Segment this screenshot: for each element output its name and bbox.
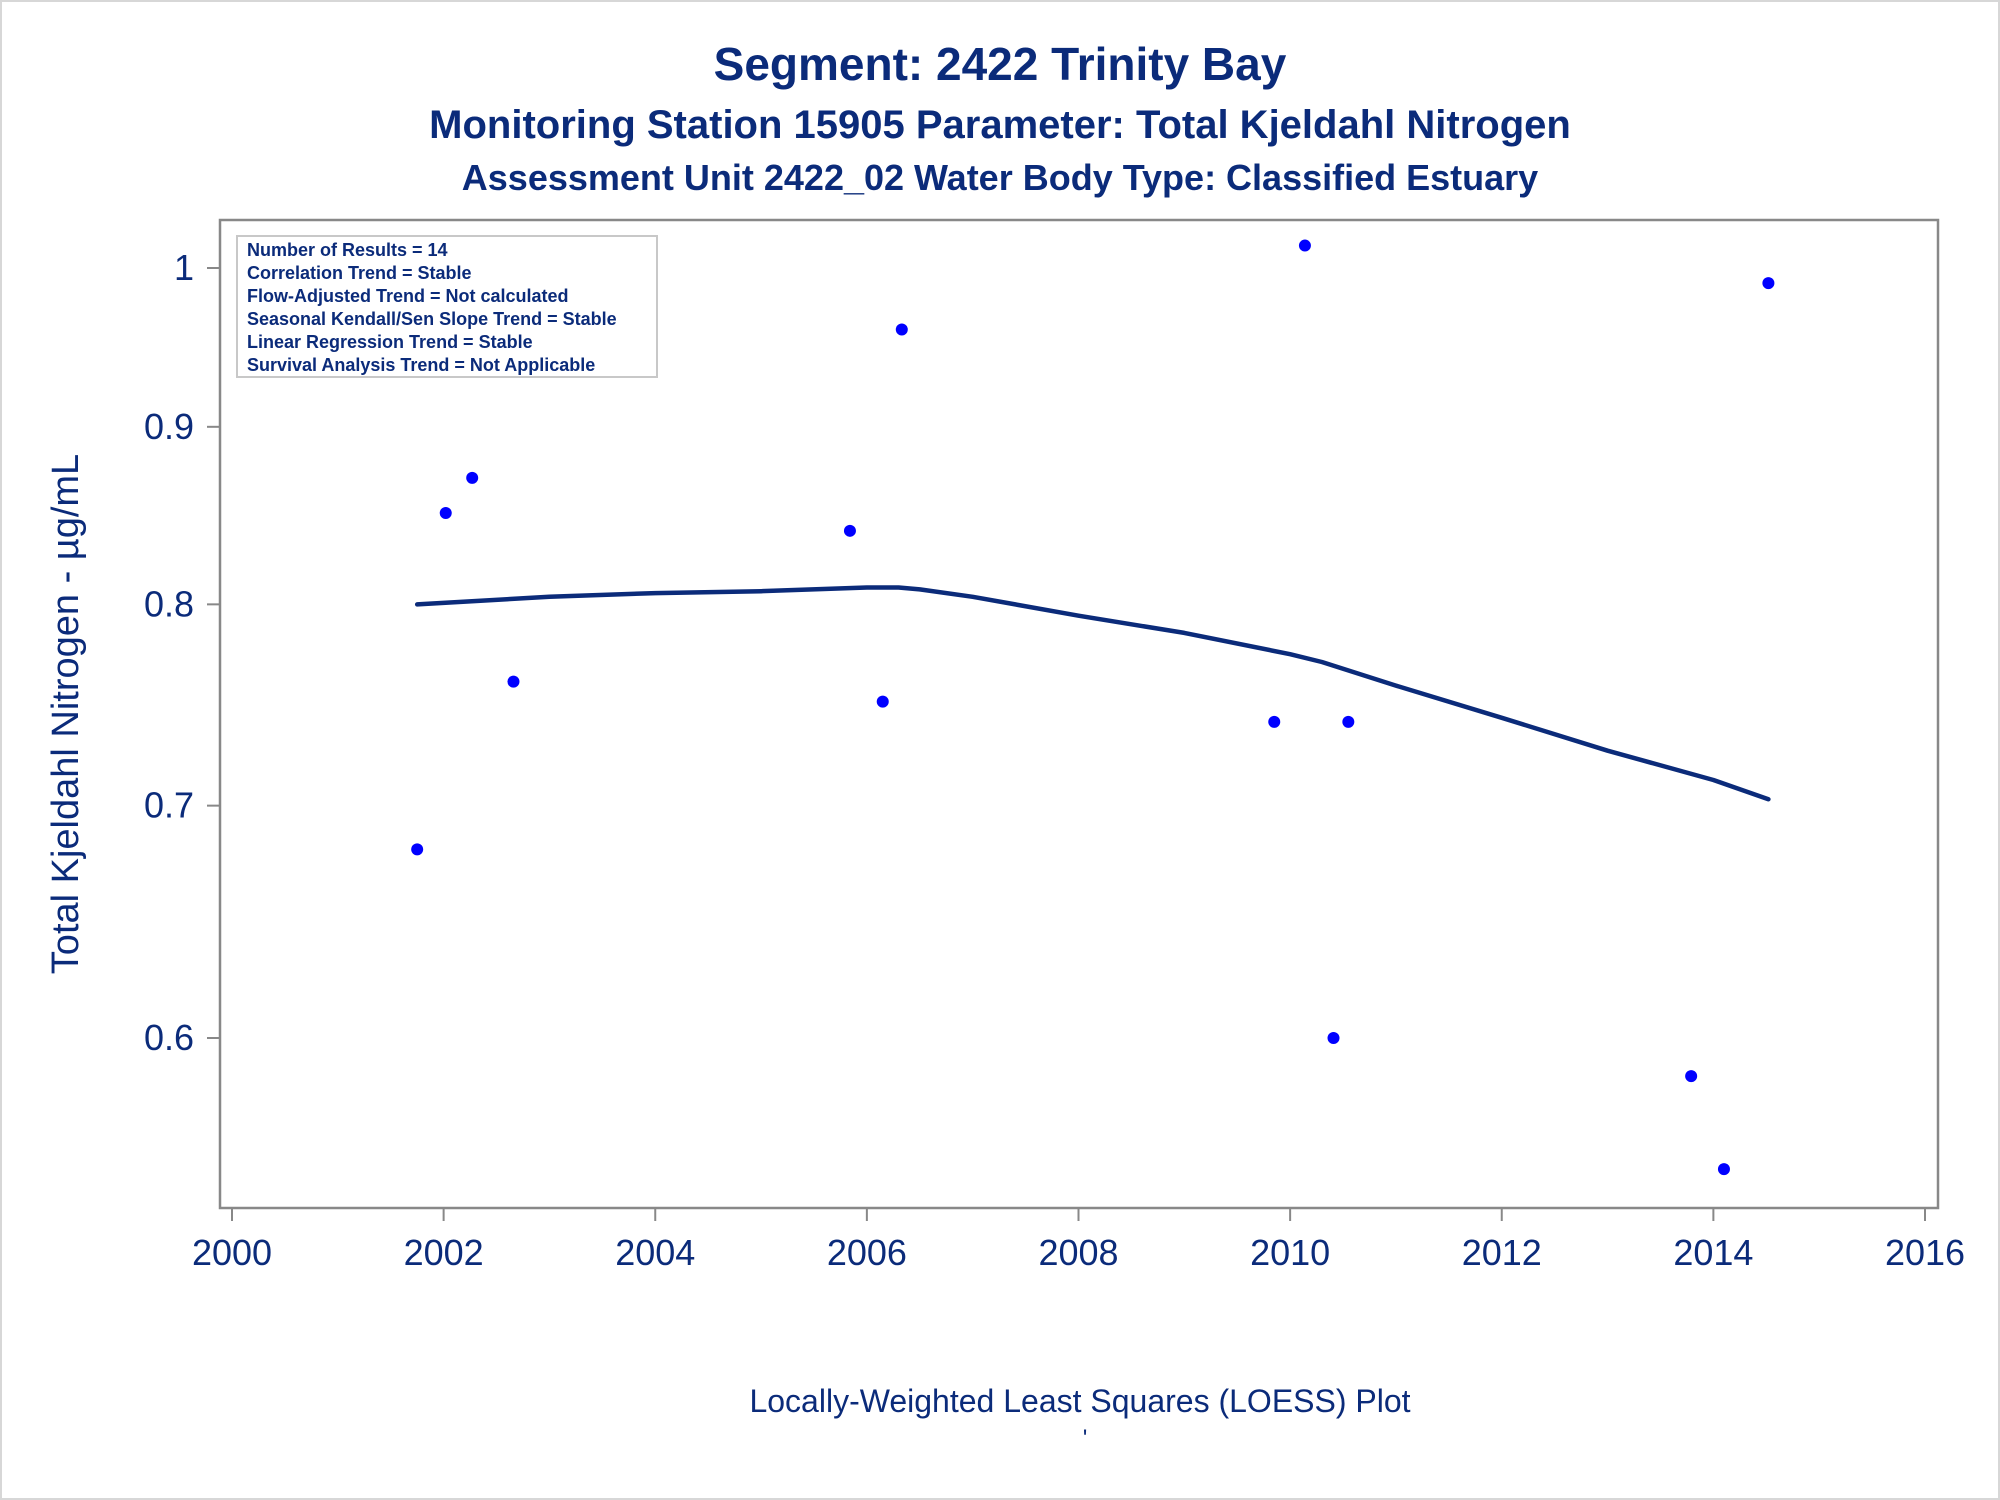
x-tick-label: 2000 <box>192 1232 272 1273</box>
x-tick-label: 2012 <box>1462 1232 1542 1273</box>
y-tick-label: 0.8 <box>144 583 194 624</box>
x-tick-label: 2010 <box>1250 1232 1330 1273</box>
data-point <box>466 471 479 484</box>
data-point <box>1342 715 1355 728</box>
annotation-line: Survival Analysis Trend = Not Applicable <box>247 355 595 375</box>
plot-caption: Locally-Weighted Least Squares (LOESS) P… <box>749 1383 1410 1419</box>
x-tick-label: 2014 <box>1673 1232 1753 1273</box>
data-point <box>895 323 908 336</box>
y-tick-label: 0.9 <box>144 406 194 447</box>
annotation-line: Linear Regression Trend = Stable <box>247 332 533 352</box>
x-tick-label: 2006 <box>827 1232 907 1273</box>
annotation-line: Correlation Trend = Stable <box>247 263 472 283</box>
y-tick-label: 0.7 <box>144 785 194 826</box>
annotation-line: Seasonal Kendall/Sen Slope Trend = Stabl… <box>247 309 617 329</box>
x-tick-label: 2016 <box>1885 1232 1965 1273</box>
data-point <box>507 675 520 688</box>
data-point <box>1717 1163 1730 1176</box>
x-axis: 2000 2002 2004 2006 2008 2010 2012 2014 2016 <box>192 1208 1965 1273</box>
data-point <box>1268 715 1281 728</box>
chart-subtitle-assessment: Assessment Unit 2422_02 Water Body Type:… <box>462 157 1538 198</box>
chart-title: Segment: 2422 Trinity Bay <box>714 38 1287 90</box>
loess-curve <box>414 585 1771 802</box>
data-points <box>411 239 1775 1176</box>
data-point <box>1327 1032 1340 1044</box>
annotation-lines: Number of Results = 14 Correlation Trend … <box>247 240 617 375</box>
x-tick-label: 2008 <box>1038 1232 1118 1273</box>
y-axis-label: Total Kjeldahl Nitrogen - µg/mL <box>45 454 87 974</box>
x-tick-label: 2004 <box>615 1232 695 1273</box>
x-tick-label: 2002 <box>404 1232 484 1273</box>
loess-curve-layer <box>414 585 1771 802</box>
data-point <box>1762 277 1775 290</box>
data-point <box>411 843 424 856</box>
y-tick-label: 1 <box>174 247 194 288</box>
data-point <box>876 695 889 708</box>
data-point <box>1685 1070 1698 1083</box>
annotation-box <box>236 235 658 378</box>
data-point <box>439 506 452 519</box>
data-point <box>843 524 856 537</box>
data-point <box>1298 239 1311 252</box>
footnote-mark: ' <box>1083 1425 1088 1452</box>
y-tick-label: 0.6 <box>144 1017 194 1058</box>
y-axis: 0.6 0.7 0.8 0.9 1 <box>144 247 220 1058</box>
annotation-line: Number of Results = 14 <box>247 240 448 260</box>
chart-subtitle-station: Monitoring Station 15905 Parameter: Tota… <box>429 103 1571 147</box>
annotation-line: Flow-Adjusted Trend = Not calculated <box>247 286 569 306</box>
